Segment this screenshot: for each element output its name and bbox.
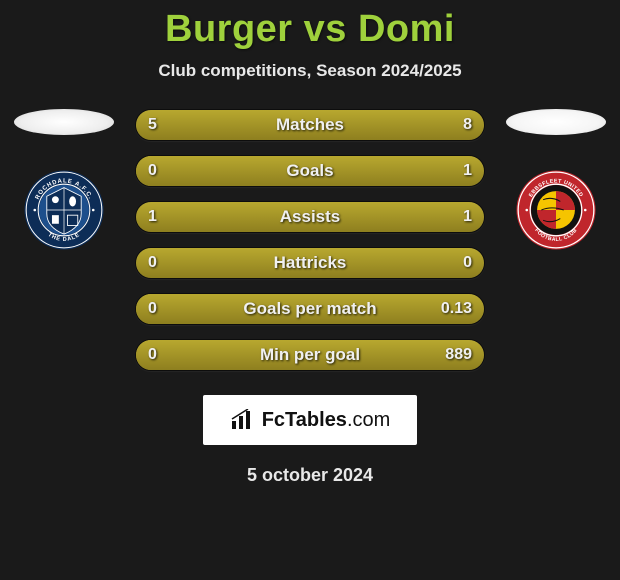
player-left-photo (14, 109, 114, 135)
player-left-name: Burger (165, 8, 293, 50)
stat-row-assists: 1 1 Assists (135, 201, 485, 233)
stat-label: Goals per match (243, 299, 376, 319)
stat-value-left: 1 (148, 208, 157, 226)
footer-logo: FcTables.com (203, 395, 417, 445)
stat-row-hattricks: 0 0 Hattricks (135, 247, 485, 279)
right-side: EBBSFLEET UNITED FOOTBALL CLUB (501, 109, 611, 253)
stat-row-goals-per-match: 0 0.13 Goals per match (135, 293, 485, 325)
stat-label: Min per goal (260, 345, 360, 365)
footer-suffix: .com (347, 409, 390, 431)
stat-row-min-per-goal: 0 889 Min per goal (135, 339, 485, 371)
stat-value-right: 889 (445, 346, 472, 364)
fctables-chart-icon (230, 409, 256, 431)
stat-row-goals: 0 1 Goals (135, 155, 485, 187)
stat-value-left: 5 (148, 116, 157, 134)
stat-label: Goals (286, 161, 333, 181)
stat-label: Assists (280, 207, 340, 227)
player-right-name: Domi (358, 8, 455, 50)
stat-value-left: 0 (148, 300, 157, 318)
stat-label: Hattricks (274, 253, 347, 273)
stat-value-left: 0 (148, 162, 157, 180)
subtitle: Club competitions, Season 2024/2025 (0, 61, 620, 81)
ebbsfleet-badge-icon: EBBSFLEET UNITED FOOTBALL CLUB (507, 167, 605, 253)
vs-text: vs (304, 8, 347, 50)
stat-value-right: 0 (463, 254, 472, 272)
main-row: ROCHDALE A.F.C. THE DALE 5 8 Matches 0 1 Goal… (0, 109, 620, 385)
stat-value-right: 1 (463, 162, 472, 180)
date: 5 october 2024 (0, 465, 620, 486)
comparison-card: Burger vs Domi Club competitions, Season… (0, 0, 620, 486)
stat-value-right: 1 (463, 208, 472, 226)
rochdale-badge-icon: ROCHDALE A.F.C. THE DALE (15, 167, 113, 253)
club-right-badge: EBBSFLEET UNITED FOOTBALL CLUB (507, 167, 605, 253)
stat-value-right: 8 (463, 116, 472, 134)
stat-value-right: 0.13 (441, 300, 472, 318)
footer-brand: FcTables (262, 409, 347, 431)
stat-label: Matches (276, 115, 344, 135)
stat-bars: 5 8 Matches 0 1 Goals 1 1 Assists 0 0 Hattricks 0 0.1… (135, 109, 485, 385)
page-title: Burger vs Domi (0, 8, 620, 51)
player-right-photo (506, 109, 606, 135)
stat-value-left: 0 (148, 254, 157, 272)
stat-value-left: 0 (148, 346, 157, 364)
stat-row-matches: 5 8 Matches (135, 109, 485, 141)
footer-brand-text: FcTables.com (262, 409, 391, 432)
club-left-badge: ROCHDALE A.F.C. THE DALE (15, 167, 113, 253)
left-side: ROCHDALE A.F.C. THE DALE (9, 109, 119, 253)
